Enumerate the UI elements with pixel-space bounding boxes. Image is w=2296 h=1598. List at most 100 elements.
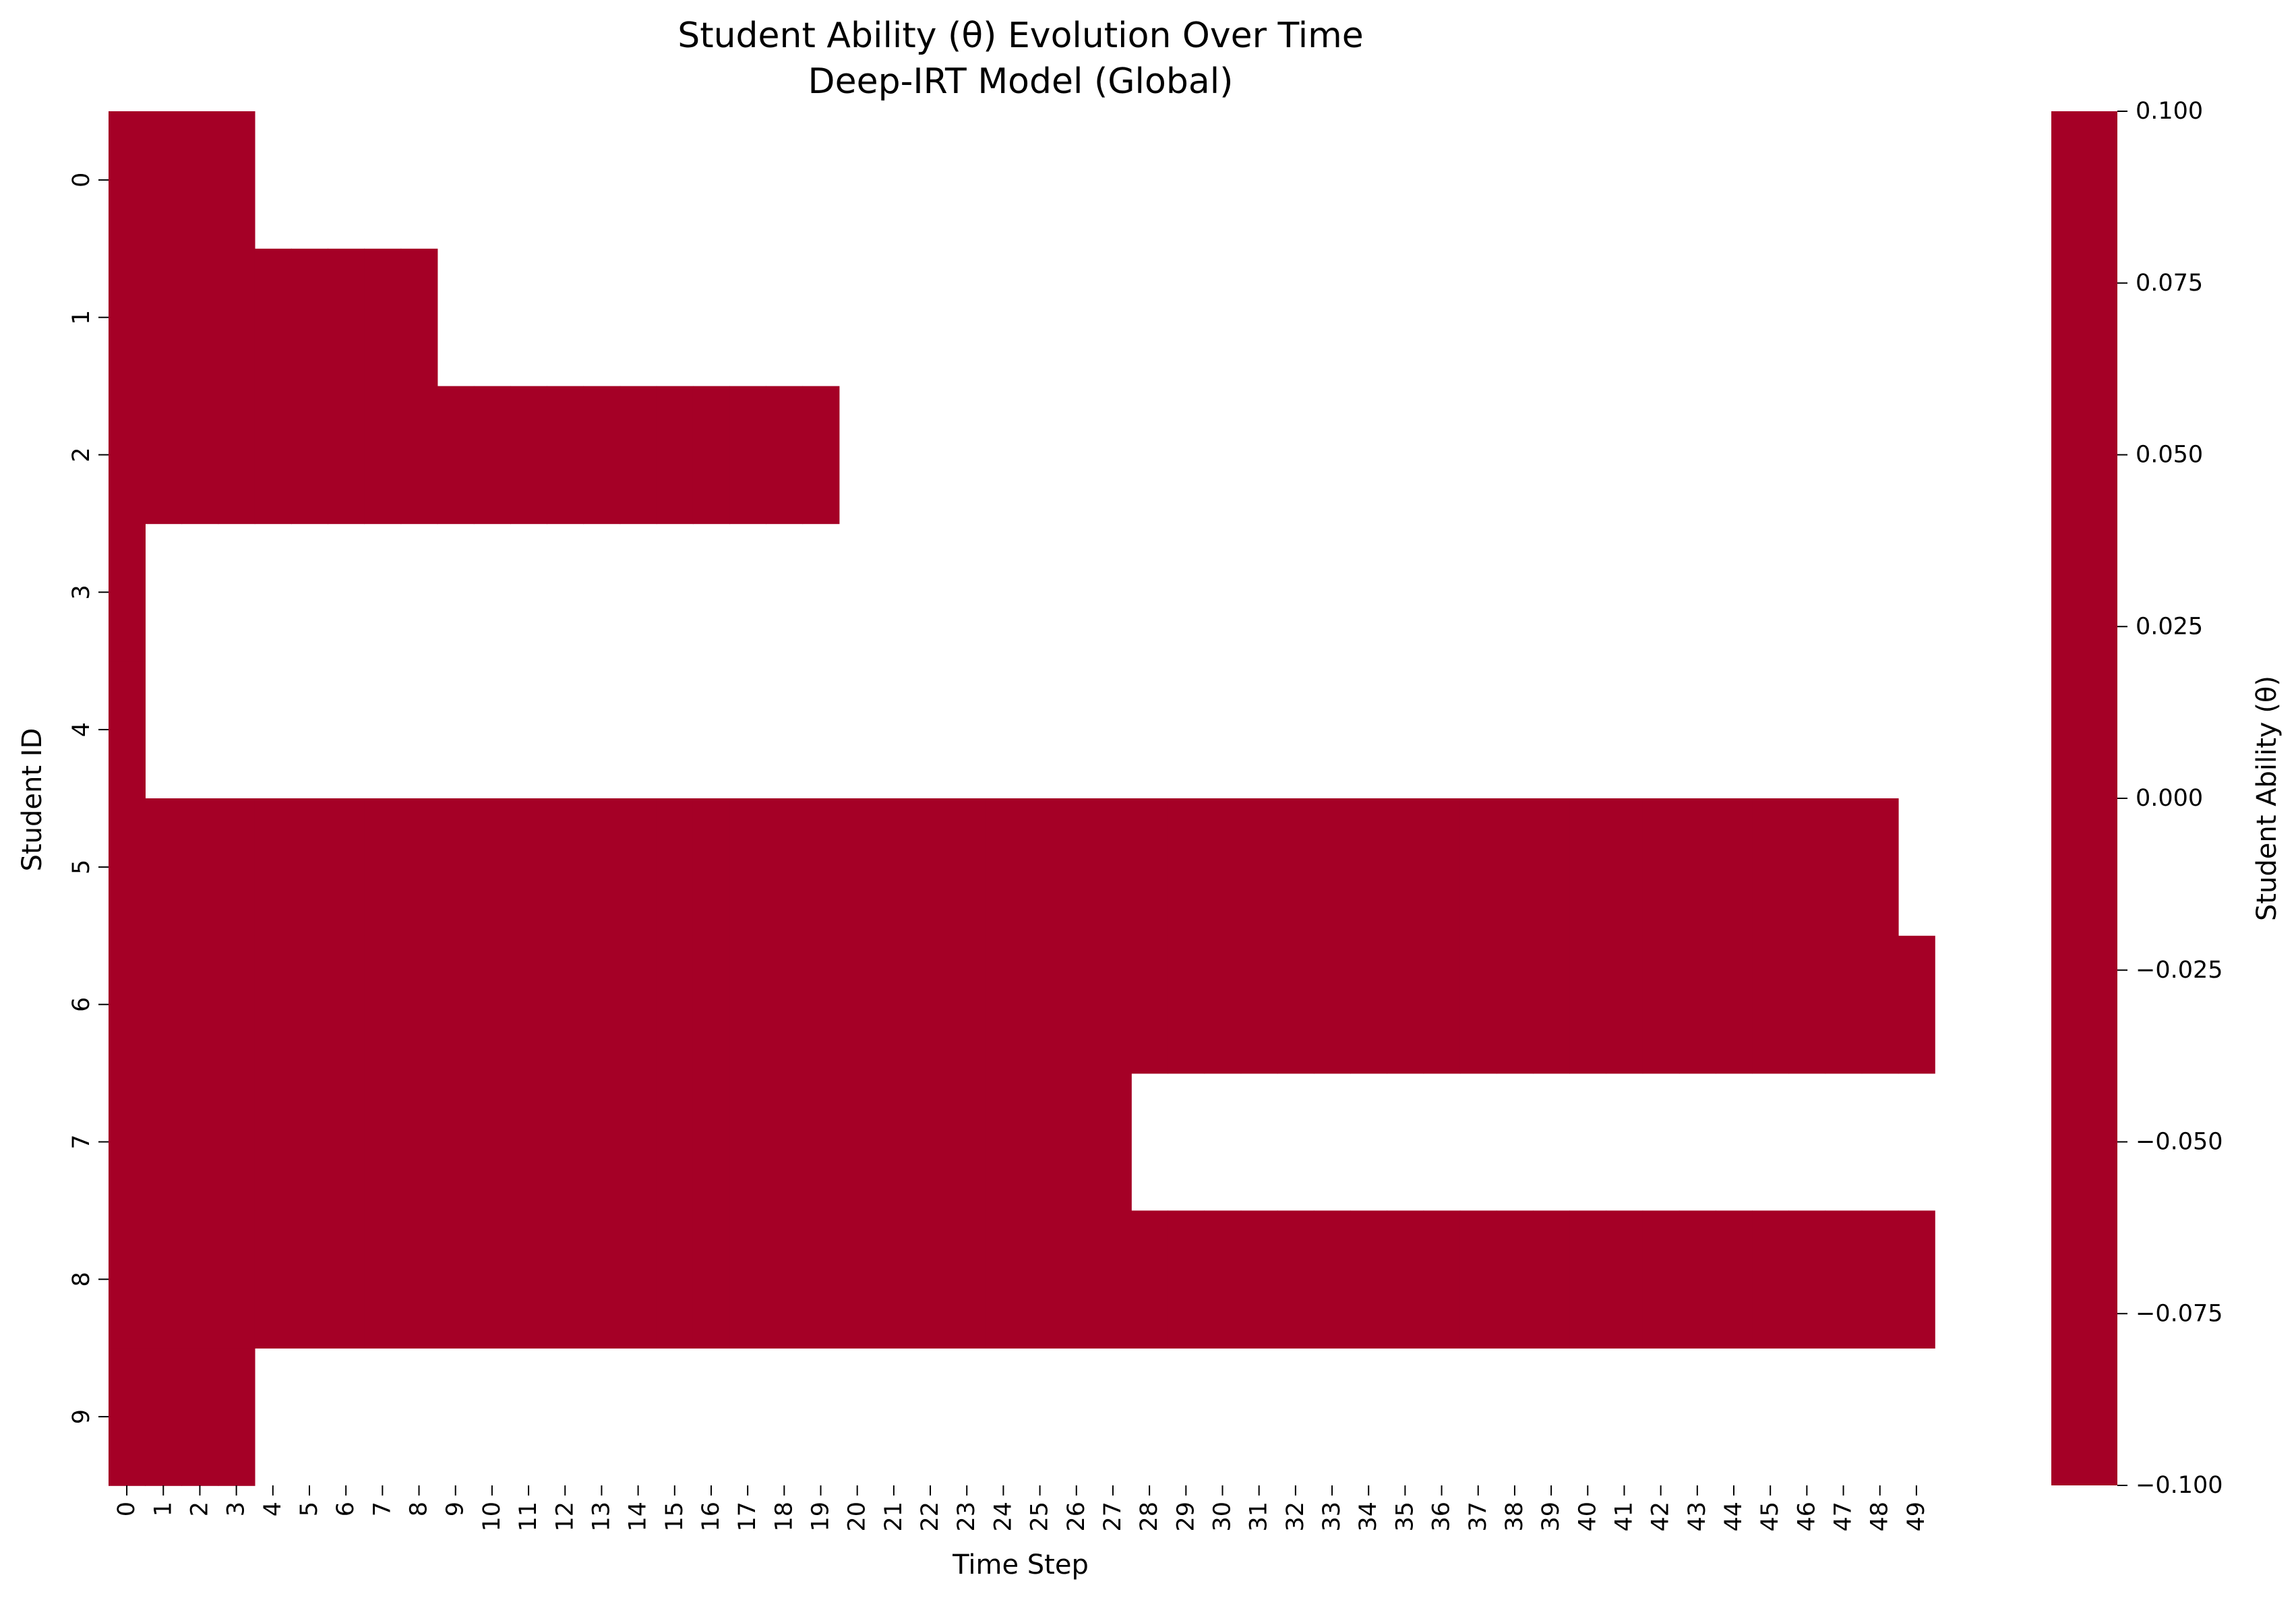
heatmap-cell <box>1679 935 1716 1074</box>
heatmap-cell <box>254 935 292 1074</box>
heatmap-cell <box>766 386 804 525</box>
heatmap-cell <box>1606 935 1643 1074</box>
y-tick-label: 7 <box>68 1134 95 1149</box>
heatmap-cell <box>109 798 146 937</box>
chart-subtitle: Deep-IRT Model (Global) <box>808 61 1234 102</box>
x-tick-label: 18 <box>771 1502 797 1532</box>
heatmap-cell <box>1752 1210 1790 1349</box>
colorbar-tick-label: 0.025 <box>2136 613 2203 640</box>
y-tick-label: 0 <box>68 173 95 187</box>
heatmap-cell <box>291 1210 328 1349</box>
heatmap-cell <box>875 798 913 937</box>
heatmap-cell <box>473 935 511 1074</box>
heatmap-cell <box>218 935 255 1074</box>
heatmap-cell <box>145 111 183 249</box>
heatmap-cell <box>1459 798 1497 937</box>
heatmap-cell <box>1350 1210 1388 1349</box>
heatmap-cell <box>1240 935 1278 1074</box>
heatmap-cell <box>802 935 840 1074</box>
y-tick-label: 9 <box>68 1409 95 1424</box>
heatmap-cell <box>1752 935 1790 1074</box>
heatmap-cell <box>839 1210 876 1349</box>
heatmap-cell <box>1094 798 1132 937</box>
heatmap-cell <box>729 1210 767 1349</box>
colorbar-tick-label: −0.075 <box>2136 1300 2223 1327</box>
heatmap-cell <box>1496 798 1534 937</box>
x-tick-label: 35 <box>1391 1502 1418 1532</box>
heatmap-cell <box>1642 798 1680 937</box>
heatmap-cell <box>1533 1210 1570 1349</box>
x-tick-label: 31 <box>1246 1502 1273 1532</box>
heatmap-cell <box>291 935 328 1074</box>
heatmap-cell <box>254 248 292 387</box>
heatmap-cell <box>1423 1210 1461 1349</box>
x-tick-label: 14 <box>625 1502 652 1532</box>
heatmap-cell <box>145 248 183 387</box>
heatmap-cell <box>181 1348 219 1486</box>
y-tick-label: 6 <box>68 997 95 1012</box>
heatmap-cell <box>1752 798 1790 937</box>
heatmap-cell <box>583 1210 621 1349</box>
heatmap-cell <box>328 386 365 525</box>
heatmap-cell <box>181 935 219 1074</box>
heatmap-cell <box>547 386 584 525</box>
x-tick-label: 17 <box>734 1502 761 1532</box>
x-tick-label: 47 <box>1830 1502 1857 1532</box>
heatmap-cell <box>875 1210 913 1349</box>
heatmap-cell <box>1277 935 1315 1074</box>
x-tick-label: 48 <box>1867 1502 1894 1532</box>
heatmap-cell <box>985 1210 1023 1349</box>
heatmap-cell <box>1058 1073 1095 1212</box>
x-tick-label: 6 <box>332 1502 359 1516</box>
heatmap-cell <box>656 798 694 937</box>
x-tick-label: 1 <box>150 1502 177 1516</box>
colorbar-tick-label: −0.100 <box>2136 1472 2223 1499</box>
heatmap-cell <box>145 798 183 937</box>
heatmap-cell <box>109 661 146 799</box>
x-tick-label: 8 <box>406 1502 433 1516</box>
heatmap-cell <box>1131 1210 1169 1349</box>
heatmap-cell <box>1350 935 1388 1074</box>
heatmap-cell <box>985 1073 1023 1212</box>
colorbar-tick-label: 0.075 <box>2136 270 2203 297</box>
x-tick-label: 0 <box>113 1502 140 1516</box>
heatmap-cell <box>547 1073 584 1212</box>
heatmap-cell <box>766 1073 804 1212</box>
heatmap-cell <box>181 1210 219 1349</box>
heatmap-cell <box>620 1210 657 1349</box>
heatmap-cell <box>802 386 840 525</box>
y-tick-label: 3 <box>68 585 95 599</box>
heatmap-cell <box>145 1210 183 1349</box>
heatmap-cell <box>1642 1210 1680 1349</box>
heatmap-cell <box>948 1073 986 1212</box>
heatmap-cell <box>473 1210 511 1349</box>
chart-title: Student Ability (θ) Evolution Over Time <box>677 16 1364 56</box>
heatmap-cell <box>364 248 402 387</box>
heatmap-cell <box>620 798 657 937</box>
x-tick-label: 5 <box>296 1502 323 1516</box>
x-tick-label: 21 <box>880 1502 907 1532</box>
heatmap-cell <box>328 1210 365 1349</box>
x-tick-label: 27 <box>1099 1502 1126 1532</box>
heatmap-cell <box>1459 935 1497 1074</box>
heatmap-cell <box>218 1348 255 1486</box>
heatmap-cell <box>766 1210 804 1349</box>
heatmap-cell <box>328 1073 365 1212</box>
heatmap-cell <box>802 798 840 937</box>
x-tick-label: 11 <box>515 1502 542 1532</box>
x-tick-label: 23 <box>953 1502 980 1532</box>
heatmap-cell <box>729 1073 767 1212</box>
heatmap-cell <box>109 248 146 387</box>
heatmap-cell <box>109 1073 146 1212</box>
heatmap-cell <box>1569 1210 1607 1349</box>
heatmap-cell <box>437 386 475 525</box>
heatmap-cell <box>109 1348 146 1486</box>
heatmap-cell <box>400 248 438 387</box>
colorbar-tick-label: −0.025 <box>2136 957 2223 984</box>
heatmap-cell <box>109 935 146 1074</box>
y-axis: 0 1 2 3 4 5 6 7 8 9 <box>68 173 109 1424</box>
heatmap-cell <box>948 935 986 1074</box>
heatmap-cell <box>109 111 146 249</box>
heatmap-cell <box>1277 798 1315 937</box>
x-tick-label: 10 <box>479 1502 506 1532</box>
